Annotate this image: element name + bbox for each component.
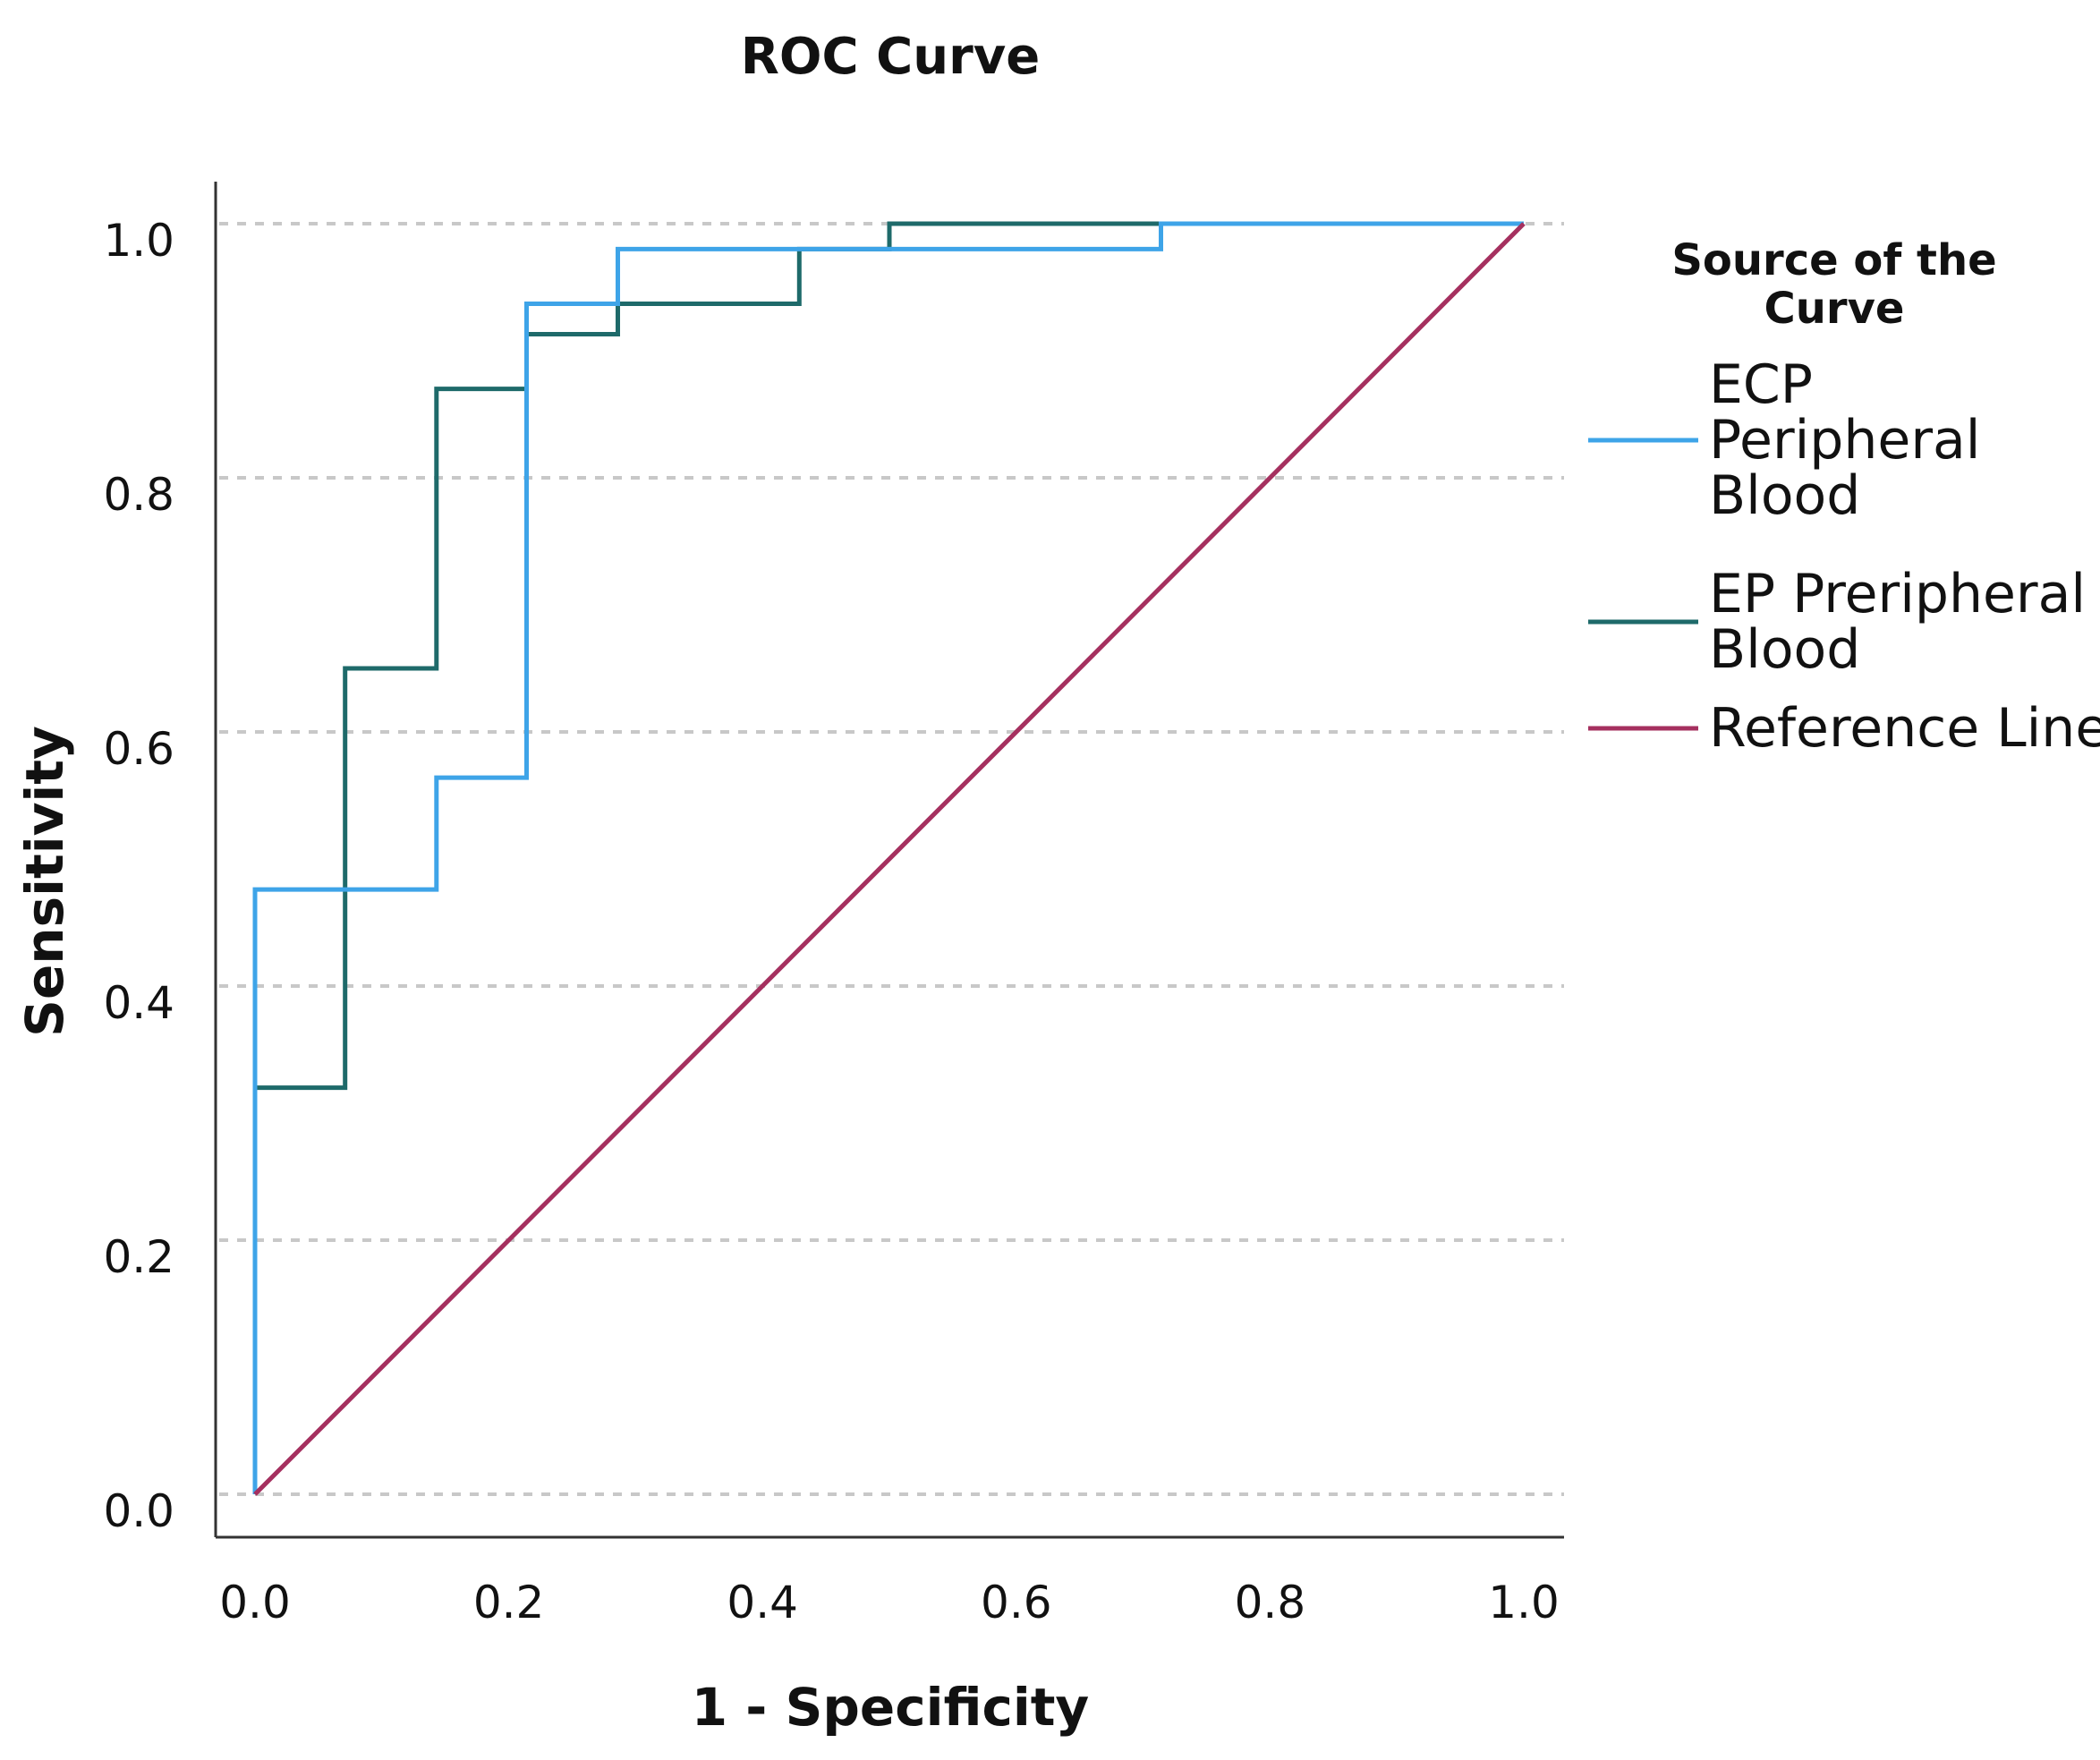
- legend-label-reference-line: Reference Line: [1709, 697, 2100, 760]
- x-tick-label: 0.8: [1235, 1577, 1306, 1628]
- series-line-reference-line: [253, 222, 1526, 1496]
- legend-label-ecp-peripheral-blood: Blood: [1709, 464, 1860, 527]
- y-tick-label: 0.0: [103, 1485, 174, 1537]
- x-tick-label: 0.4: [727, 1577, 798, 1628]
- x-tick-label: 0.0: [219, 1577, 291, 1628]
- y-tick-label: 0.8: [103, 469, 174, 521]
- legend-label-ep-preripheral-blood: EP Preripheral: [1709, 563, 2086, 625]
- legend-title-line-1: Source of the: [1671, 235, 1996, 285]
- legend: Source of the Curve ECPPeripheralBloodEP…: [1588, 235, 2100, 760]
- y-tick-label: 0.2: [103, 1231, 174, 1283]
- legend-title-line-2: Curve: [1764, 284, 1905, 334]
- legend-label-ecp-peripheral-blood: Peripheral: [1709, 409, 1980, 472]
- x-axis-ticks: 0.0 0.2 0.4 0.6 0.8 1.0: [219, 1577, 1560, 1628]
- y-tick-label: 0.6: [103, 723, 174, 775]
- x-axis-title: 1 - Specificity: [692, 1677, 1090, 1738]
- series: [252, 221, 1526, 1496]
- x-tick-label: 1.0: [1488, 1577, 1560, 1628]
- x-tick-label: 0.6: [981, 1577, 1052, 1628]
- series-line-ecp-peripheral-blood: [252, 221, 1524, 1494]
- y-axis-ticks: 0.0 0.2 0.4 0.6 0.8 1.0: [103, 215, 174, 1537]
- y-tick-label: 1.0: [103, 215, 174, 267]
- chart-title: ROC Curve: [741, 28, 1040, 86]
- legend-label-ep-preripheral-blood: Blood: [1709, 618, 1860, 681]
- x-tick-label: 0.2: [473, 1577, 545, 1628]
- legend-label-ecp-peripheral-blood: ECP: [1709, 353, 1813, 416]
- y-axis-title: Sensitivity: [14, 726, 75, 1037]
- y-tick-label: 0.4: [103, 977, 174, 1029]
